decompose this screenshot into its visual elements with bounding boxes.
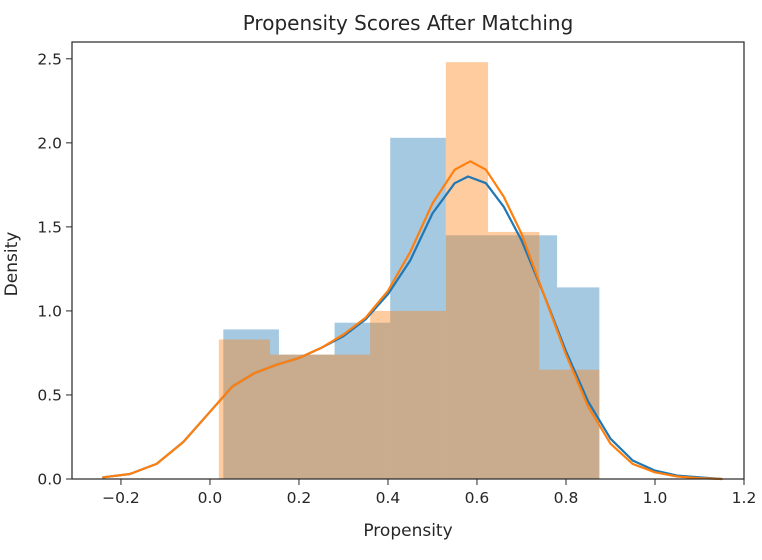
hist-bar	[223, 329, 279, 479]
y-axis-label: Density	[2, 232, 22, 297]
x-tick-label: −0.2	[102, 489, 140, 507]
x-tick-label: 0.2	[287, 489, 312, 507]
x-tick-label: 1.0	[643, 489, 668, 507]
y-tick-label: 2.5	[37, 50, 62, 68]
kde-line	[102, 160, 723, 481]
hist-bar	[270, 354, 322, 479]
x-tick-label: 0.6	[465, 489, 490, 507]
hist-bar	[370, 310, 411, 479]
hist-bar	[321, 354, 371, 479]
hist-bar	[445, 62, 489, 480]
hist-bar	[334, 322, 391, 479]
hist-bar	[445, 235, 502, 479]
hist-bar	[278, 354, 335, 479]
x-tick-label: 0.4	[376, 489, 401, 507]
y-tick-label: 0.0	[37, 471, 62, 489]
plot-area	[102, 62, 723, 481]
y-tick-label: 0.5	[37, 386, 62, 404]
x-tick-label: 1.2	[732, 489, 757, 507]
hist-bar	[218, 339, 271, 479]
y-tick-label: 1.5	[37, 218, 62, 236]
y-tick-label: 2.0	[37, 134, 62, 152]
hist-bar	[488, 231, 540, 479]
x-tick-label: 0.8	[554, 489, 579, 507]
hist-bar	[410, 310, 446, 479]
x-axis: −0.2 0.0 0.2 0.4 0.6 0.8 1.0 1.2	[102, 479, 756, 507]
y-tick-label: 1.0	[37, 302, 62, 320]
hist-bar	[390, 137, 446, 480]
chart-title: Propensity Scores After Matching	[243, 11, 574, 35]
y-axis: 0.0 0.5 1.0 1.5 2.0 2.5	[37, 50, 72, 489]
axes-frame	[71, 41, 745, 480]
x-axis-label: Propensity	[363, 521, 452, 541]
hist-bar	[539, 369, 600, 479]
x-tick-label: 0.0	[198, 489, 223, 507]
hist-bar	[501, 235, 558, 479]
